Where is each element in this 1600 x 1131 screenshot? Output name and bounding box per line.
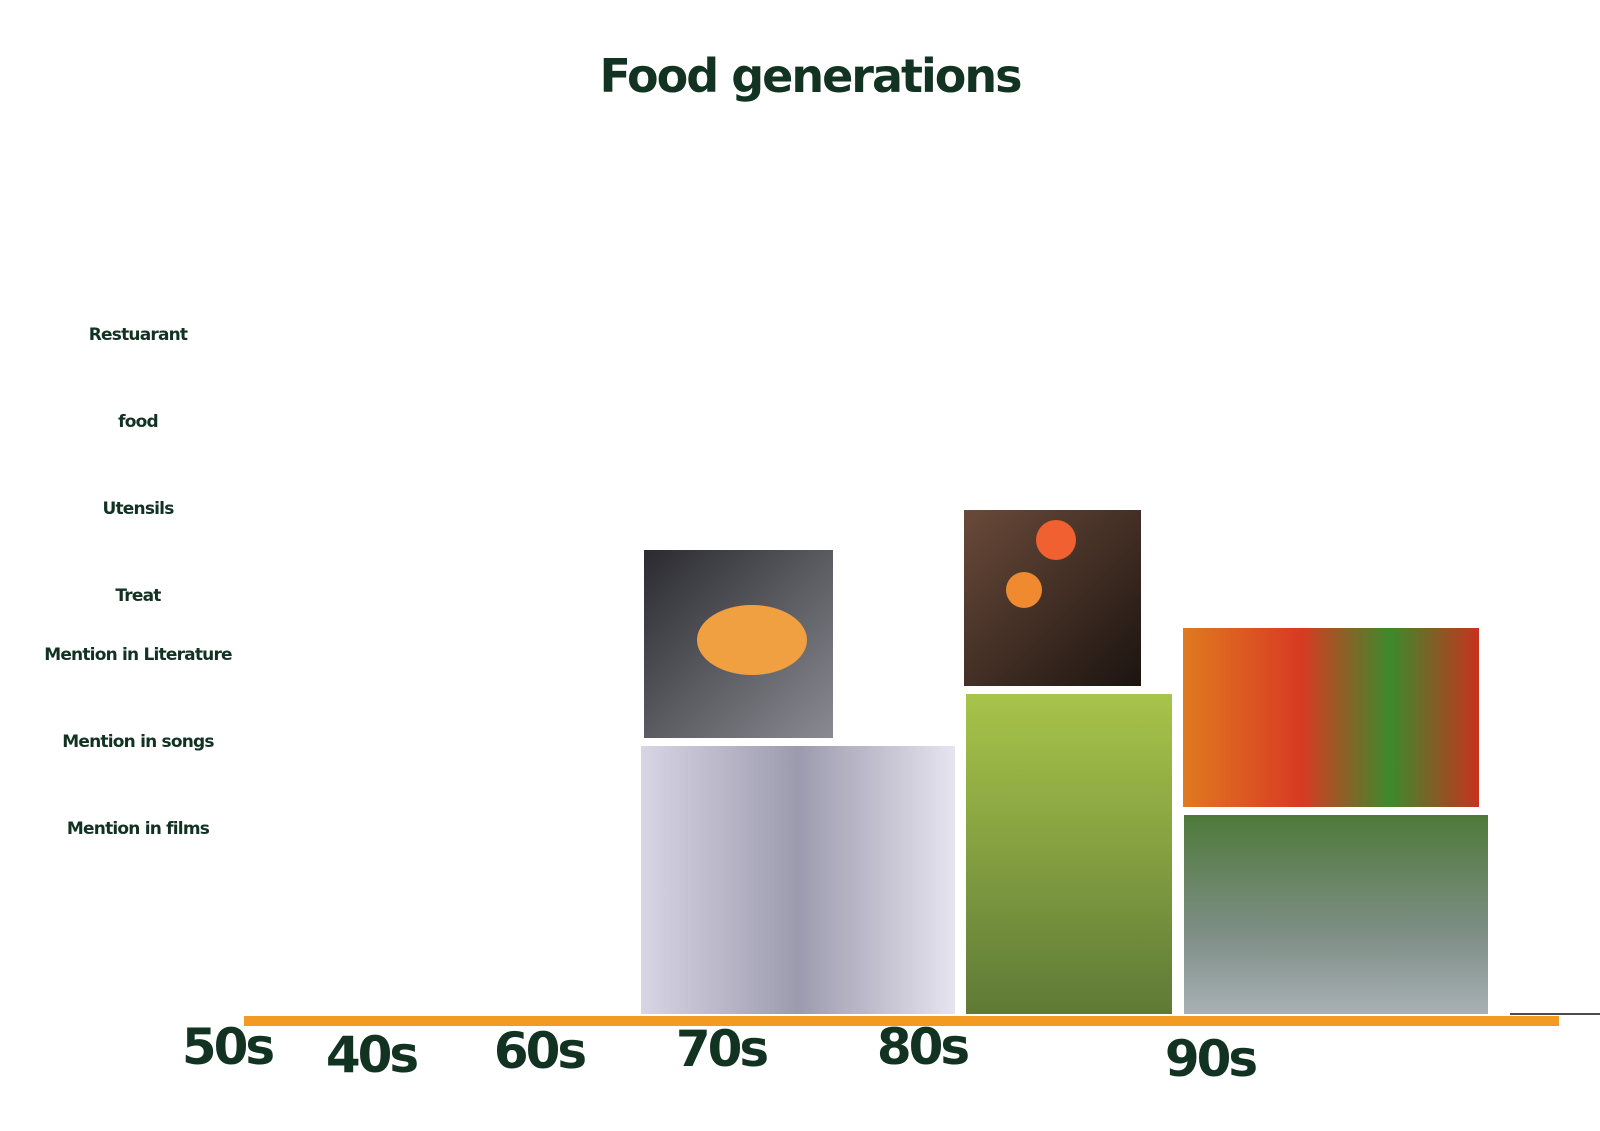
timeline-bar bbox=[244, 1016, 1559, 1026]
row-label: Mention in songs bbox=[62, 732, 214, 752]
photo-detail bbox=[1006, 572, 1042, 608]
decade-label: 70s bbox=[676, 1020, 768, 1078]
row-label: Utensils bbox=[102, 499, 174, 519]
photo-girl bbox=[966, 694, 1172, 1014]
decade-label: 90s bbox=[1165, 1030, 1257, 1088]
decade-labels: 50s 40s 60s 70s 80s 90s bbox=[182, 1018, 1260, 1088]
photo-schoolgirls-bw bbox=[641, 746, 955, 1014]
decade-label: 60s bbox=[494, 1022, 586, 1080]
photo-ice-pops bbox=[1183, 628, 1479, 807]
photo-detail bbox=[1036, 520, 1076, 560]
photo-detail bbox=[697, 605, 807, 675]
row-label: Mention in films bbox=[67, 819, 210, 839]
decade-label: 50s bbox=[182, 1018, 274, 1076]
row-label: Treat bbox=[115, 586, 161, 606]
row-label: Mention in Literature bbox=[44, 645, 232, 665]
title: Food generations bbox=[600, 49, 1022, 103]
decade-label: 40s bbox=[326, 1026, 418, 1084]
row-label: Restuarant bbox=[89, 325, 188, 345]
decade-label: 80s bbox=[877, 1018, 969, 1076]
row-labels: Restuarant food Utensils Treat Mention i… bbox=[44, 325, 233, 839]
row-label: food bbox=[118, 412, 158, 432]
photo-two-girls bbox=[1184, 815, 1488, 1014]
photos bbox=[641, 510, 1488, 1014]
